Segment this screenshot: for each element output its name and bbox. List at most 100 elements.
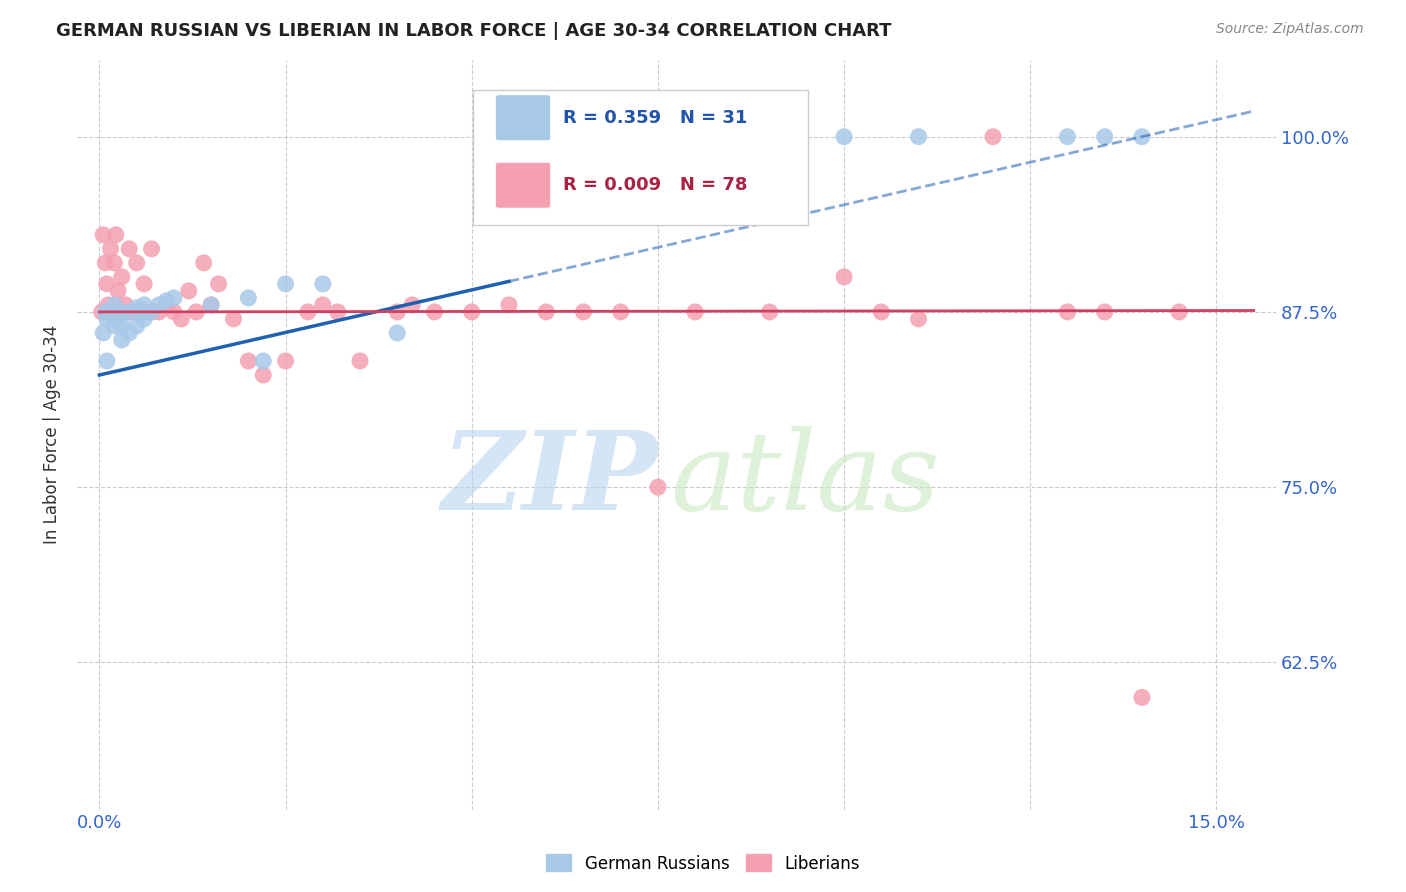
Point: [1168, 305, 1191, 319]
Point: [125, 318, 148, 333]
Point: [758, 186, 780, 200]
Point: [200, 298, 222, 312]
Point: [252, 368, 274, 382]
Point: [274, 277, 297, 291]
Point: [498, 298, 520, 312]
Point: [1094, 305, 1116, 319]
Point: [177, 284, 200, 298]
Text: ZIP: ZIP: [441, 425, 658, 533]
Point: [423, 305, 446, 319]
Point: [832, 269, 855, 284]
Point: [148, 305, 170, 319]
Point: [141, 305, 163, 319]
Point: [200, 298, 222, 312]
Point: [401, 298, 423, 312]
Point: [111, 269, 134, 284]
Point: [100, 305, 122, 319]
Point: [461, 305, 484, 319]
Point: [312, 298, 335, 312]
Point: [107, 312, 129, 326]
Point: [96, 312, 118, 326]
Point: [222, 312, 245, 326]
Point: [297, 305, 319, 319]
Text: GERMAN RUSSIAN VS LIBERIAN IN LABOR FORCE | AGE 30-34 CORRELATION CHART: GERMAN RUSSIAN VS LIBERIAN IN LABOR FORC…: [56, 22, 891, 40]
Point: [141, 242, 163, 256]
Point: [111, 333, 134, 347]
Point: [118, 326, 141, 340]
Point: [103, 305, 125, 319]
Point: [870, 305, 893, 319]
Point: [96, 305, 118, 319]
FancyBboxPatch shape: [495, 162, 551, 208]
Point: [103, 298, 125, 312]
Point: [683, 305, 706, 319]
Point: [609, 305, 631, 319]
Point: [132, 277, 155, 291]
Point: [94, 305, 117, 319]
Point: [326, 305, 349, 319]
Point: [111, 305, 134, 319]
Point: [97, 298, 120, 312]
Text: R = 0.359   N = 31: R = 0.359 N = 31: [562, 109, 747, 127]
Text: R = 0.009   N = 78: R = 0.009 N = 78: [562, 177, 747, 194]
Point: [1130, 129, 1153, 144]
Point: [118, 242, 141, 256]
Point: [1094, 129, 1116, 144]
Point: [132, 305, 155, 319]
Point: [118, 305, 141, 319]
Point: [387, 326, 409, 340]
Point: [207, 277, 229, 291]
Point: [312, 277, 335, 291]
Text: atlas: atlas: [671, 425, 941, 533]
Point: [832, 129, 855, 144]
Point: [907, 129, 929, 144]
Point: [170, 312, 193, 326]
Point: [252, 354, 274, 368]
Point: [163, 305, 186, 319]
Point: [90, 305, 112, 319]
Point: [141, 305, 163, 319]
Point: [193, 256, 215, 270]
FancyBboxPatch shape: [495, 95, 551, 141]
Point: [981, 129, 1004, 144]
Y-axis label: In Labor Force | Age 30-34: In Labor Force | Age 30-34: [44, 325, 60, 544]
Point: [186, 305, 208, 319]
Point: [91, 227, 114, 242]
Point: [683, 158, 706, 172]
FancyBboxPatch shape: [472, 89, 808, 225]
Point: [148, 298, 170, 312]
Point: [1056, 305, 1078, 319]
Point: [103, 256, 125, 270]
Point: [96, 277, 118, 291]
Point: [91, 326, 114, 340]
Point: [107, 284, 129, 298]
Point: [349, 354, 371, 368]
Point: [132, 312, 155, 326]
Point: [387, 305, 409, 319]
Point: [238, 354, 260, 368]
Point: [125, 301, 148, 315]
Point: [132, 298, 155, 312]
Point: [94, 256, 117, 270]
Point: [907, 312, 929, 326]
Point: [155, 293, 177, 308]
Point: [1056, 129, 1078, 144]
Point: [104, 227, 127, 242]
Point: [1130, 690, 1153, 705]
Point: [155, 298, 177, 312]
Point: [125, 256, 148, 270]
Point: [118, 305, 141, 319]
Point: [163, 291, 186, 305]
Point: [572, 305, 595, 319]
Point: [103, 318, 125, 333]
Text: Source: ZipAtlas.com: Source: ZipAtlas.com: [1216, 22, 1364, 37]
Point: [114, 298, 136, 312]
Point: [111, 318, 134, 333]
Point: [125, 305, 148, 319]
Point: [96, 354, 118, 368]
Legend: German Russians, Liberians: German Russians, Liberians: [540, 847, 866, 880]
Point: [238, 291, 260, 305]
Point: [111, 305, 134, 319]
Point: [534, 305, 557, 319]
Point: [100, 242, 122, 256]
